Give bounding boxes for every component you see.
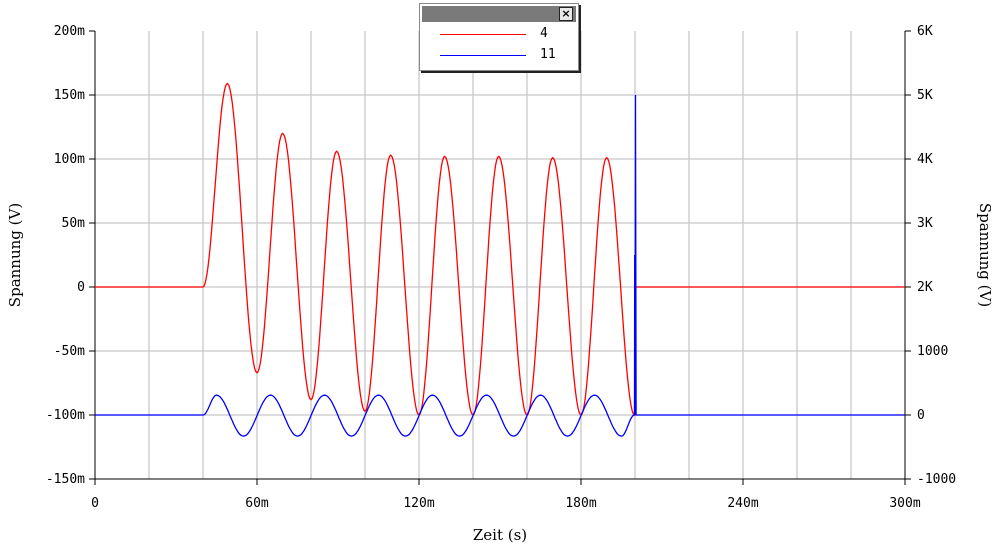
tick-labels: 200m 150m 100m 50m 0 -50m -100m -150m 6K 5K 4K 3K 2K…	[46, 24, 956, 511]
legend-swatch	[440, 55, 526, 56]
y2-tick-label: 2K	[917, 280, 933, 295]
series-lines	[95, 82, 905, 437]
legend-entry: 4	[420, 24, 578, 45]
legend-entry: 11	[420, 45, 578, 66]
y-axis-label: Spannung (V)	[6, 203, 24, 307]
axes	[89, 30, 911, 485]
series-line-11	[95, 94, 905, 437]
grid	[95, 31, 905, 479]
y-tick-label: 200m	[54, 24, 85, 39]
close-icon[interactable]: ×	[559, 7, 573, 21]
x-tick-label: 0	[91, 496, 99, 511]
x-tick-label: 300m	[889, 496, 920, 511]
x-tick-label: 120m	[403, 496, 434, 511]
y2-tick-label: 3K	[917, 216, 933, 231]
y2-axis-label: Spannung (V)	[976, 203, 994, 307]
x-tick-label: 180m	[565, 496, 596, 511]
x-tick-label: 60m	[245, 496, 269, 511]
y-tick-label: -100m	[46, 408, 85, 423]
y-tick-label: 100m	[54, 152, 85, 167]
x-axis-label: Zeit (s)	[473, 526, 527, 544]
y-tick-label: 0	[77, 280, 85, 295]
y2-tick-label: 0	[917, 408, 925, 423]
legend[interactable]: × 4 11	[419, 3, 579, 71]
legend-label: 4	[540, 26, 548, 41]
legend-label: 11	[540, 47, 556, 62]
y2-tick-label: 5K	[917, 88, 933, 103]
y2-tick-label: 4K	[917, 152, 933, 167]
y2-tick-label: 1000	[917, 344, 948, 359]
y-tick-label: 150m	[54, 88, 85, 103]
series-line-4	[95, 82, 905, 417]
x-tick-label: 240m	[727, 496, 758, 511]
y-tick-label: -50m	[54, 344, 85, 359]
y2-tick-label: 6K	[917, 24, 933, 39]
legend-title-bar[interactable]: ×	[422, 6, 576, 22]
legend-swatch	[440, 34, 526, 35]
y-tick-label: 50m	[62, 216, 86, 231]
y-tick-label: -150m	[46, 472, 85, 487]
y2-tick-label: -1000	[917, 472, 956, 487]
